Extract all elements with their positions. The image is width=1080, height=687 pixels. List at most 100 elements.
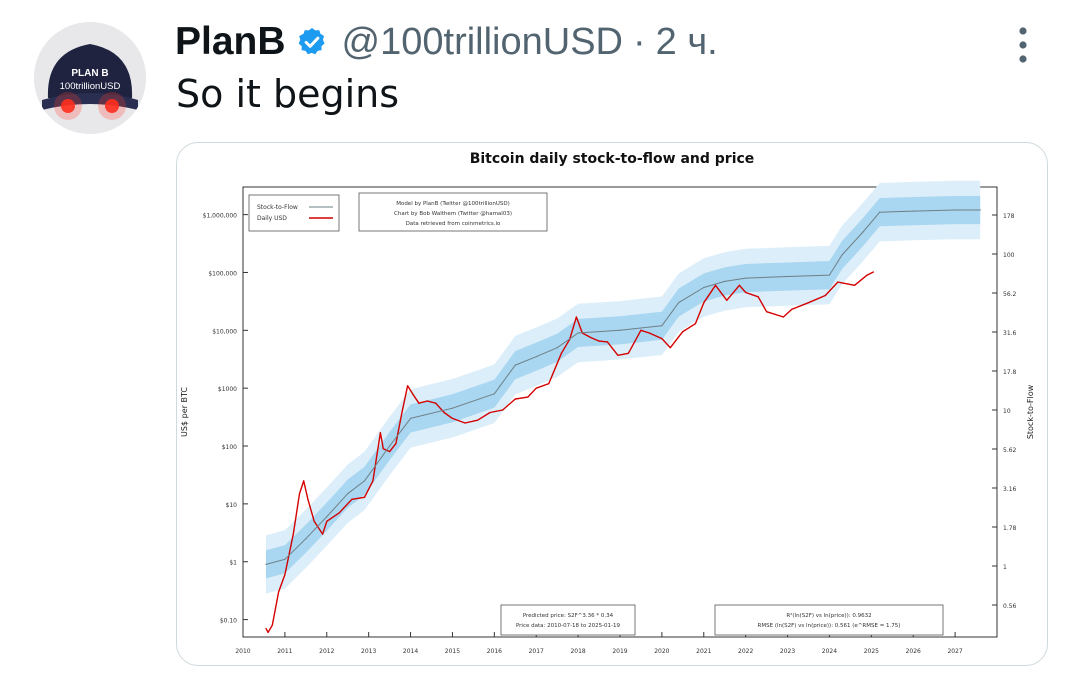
point-daily-usd bbox=[560, 352, 562, 354]
point-daily-usd bbox=[738, 284, 741, 286]
point-daily-usd bbox=[435, 402, 437, 404]
point-daily-usd bbox=[872, 271, 875, 273]
s2f-chart: Bitcoin daily stock-to-flow and price $0… bbox=[180, 151, 1035, 655]
y2-axis-label: Stock-to-Flow bbox=[1026, 384, 1035, 439]
point-daily-usd bbox=[606, 341, 608, 343]
point-daily-usd bbox=[382, 448, 384, 450]
avatar[interactable]: PLAN B 100trillionUSD bbox=[34, 22, 146, 134]
point-daily-usd bbox=[395, 443, 397, 445]
point-daily-usd bbox=[807, 302, 810, 304]
annotation-box-left bbox=[500, 604, 636, 636]
tweet-media-chart[interactable]: Bitcoin daily stock-to-flow and price $0… bbox=[176, 142, 1048, 666]
author-name[interactable]: PlanB bbox=[175, 20, 286, 63]
point-stock-to-flow bbox=[326, 516, 328, 518]
point-daily-usd bbox=[703, 302, 705, 304]
y2-tick-label: 0.56 bbox=[1003, 603, 1017, 610]
point-stock-to-flow bbox=[305, 538, 307, 540]
point-stock-to-flow bbox=[514, 364, 516, 366]
point-daily-usd bbox=[303, 480, 305, 482]
point-stock-to-flow bbox=[745, 277, 747, 279]
y2-tick-label: 5.62 bbox=[1003, 447, 1017, 454]
point-daily-usd bbox=[407, 385, 409, 387]
point-daily-usd bbox=[648, 332, 650, 334]
point-stock-to-flow bbox=[828, 274, 831, 276]
point-daily-usd bbox=[284, 574, 286, 576]
point-daily-usd bbox=[824, 294, 826, 297]
point-daily-usd bbox=[443, 411, 445, 414]
y-tick-label: $0.10 bbox=[220, 618, 237, 625]
x-tick-label: 2023 bbox=[780, 648, 795, 655]
point-daily-usd bbox=[617, 354, 619, 356]
point-daily-usd bbox=[451, 417, 453, 419]
point-daily-usd bbox=[292, 533, 294, 535]
point-daily-usd bbox=[527, 396, 529, 398]
x-tick-label: 2024 bbox=[822, 648, 837, 655]
x-tick-label: 2010 bbox=[235, 648, 250, 655]
series-line-stock-to-flow bbox=[265, 209, 981, 565]
point-daily-usd bbox=[837, 281, 839, 283]
y-tick-label: $100 bbox=[222, 444, 237, 451]
y2-tick-label: 178 bbox=[1003, 213, 1015, 220]
point-daily-usd bbox=[726, 299, 728, 301]
x-tick-label: 2027 bbox=[947, 648, 962, 655]
x-tick-label: 2022 bbox=[738, 648, 753, 655]
point-daily-usd bbox=[598, 340, 600, 342]
annotation-box-right bbox=[714, 604, 944, 636]
point-daily-usd bbox=[669, 347, 671, 349]
y-tick-label: $10 bbox=[226, 502, 238, 509]
point-daily-usd bbox=[313, 520, 315, 522]
point-stock-to-flow bbox=[389, 445, 391, 447]
point-stock-to-flow bbox=[535, 356, 537, 358]
svg-text:PLAN B: PLAN B bbox=[71, 68, 108, 79]
point-daily-usd bbox=[401, 410, 403, 412]
point-daily-usd bbox=[351, 498, 353, 500]
point-daily-usd bbox=[265, 627, 267, 630]
point-daily-usd bbox=[307, 498, 309, 500]
point-stock-to-flow bbox=[979, 209, 981, 211]
point-daily-usd bbox=[766, 311, 768, 313]
point-daily-usd bbox=[271, 624, 273, 626]
point-daily-usd bbox=[757, 296, 759, 298]
x-tick-label: 2016 bbox=[487, 648, 502, 655]
y2-tick-label: 17.8 bbox=[1003, 369, 1017, 376]
credits-box bbox=[358, 192, 548, 232]
point-stock-to-flow bbox=[879, 211, 881, 213]
point-stock-to-flow bbox=[912, 210, 914, 212]
x-tick-label: 2020 bbox=[654, 648, 669, 655]
more-vertical-icon[interactable] bbox=[1008, 24, 1038, 66]
point-stock-to-flow bbox=[493, 393, 495, 395]
legend-label: Stock-to-Flow bbox=[257, 204, 298, 211]
point-daily-usd bbox=[590, 336, 592, 339]
point-daily-usd bbox=[412, 393, 414, 395]
x-tick-label: 2014 bbox=[403, 648, 418, 655]
point-daily-usd bbox=[627, 352, 629, 354]
point-daily-usd bbox=[278, 591, 280, 593]
point-daily-usd bbox=[714, 284, 717, 286]
point-daily-usd bbox=[640, 329, 642, 331]
point-daily-usd bbox=[745, 291, 747, 294]
point-daily-usd bbox=[682, 331, 684, 333]
point-daily-usd bbox=[464, 422, 466, 424]
post-time[interactable]: 2 ч. bbox=[655, 20, 718, 63]
point-daily-usd bbox=[389, 451, 391, 453]
point-daily-usd bbox=[267, 631, 269, 633]
point-daily-usd bbox=[854, 284, 856, 286]
verified-badge-icon[interactable] bbox=[296, 26, 328, 58]
y2-tick-label: 1.78 bbox=[1003, 525, 1017, 532]
point-daily-usd bbox=[363, 496, 366, 498]
x-tick-label: 2025 bbox=[864, 648, 879, 655]
point-stock-to-flow bbox=[862, 231, 864, 233]
point-stock-to-flow bbox=[451, 407, 453, 409]
annotation-left-line: Price data: 2010-07-18 to 2025-01-19 bbox=[516, 623, 621, 629]
point-stock-to-flow bbox=[661, 325, 663, 327]
point-stock-to-flow bbox=[954, 209, 956, 211]
point-daily-usd bbox=[298, 493, 301, 495]
author-handle[interactable]: @100trillionUSD bbox=[341, 20, 623, 63]
y2-tick-label: 1 bbox=[1003, 564, 1007, 571]
plot-area bbox=[242, 186, 998, 638]
x-tick-label: 2013 bbox=[361, 648, 376, 655]
point-stock-to-flow bbox=[284, 558, 286, 560]
point-stock-to-flow bbox=[787, 275, 789, 278]
point-daily-usd bbox=[661, 338, 663, 340]
separator-dot: · bbox=[633, 20, 646, 63]
